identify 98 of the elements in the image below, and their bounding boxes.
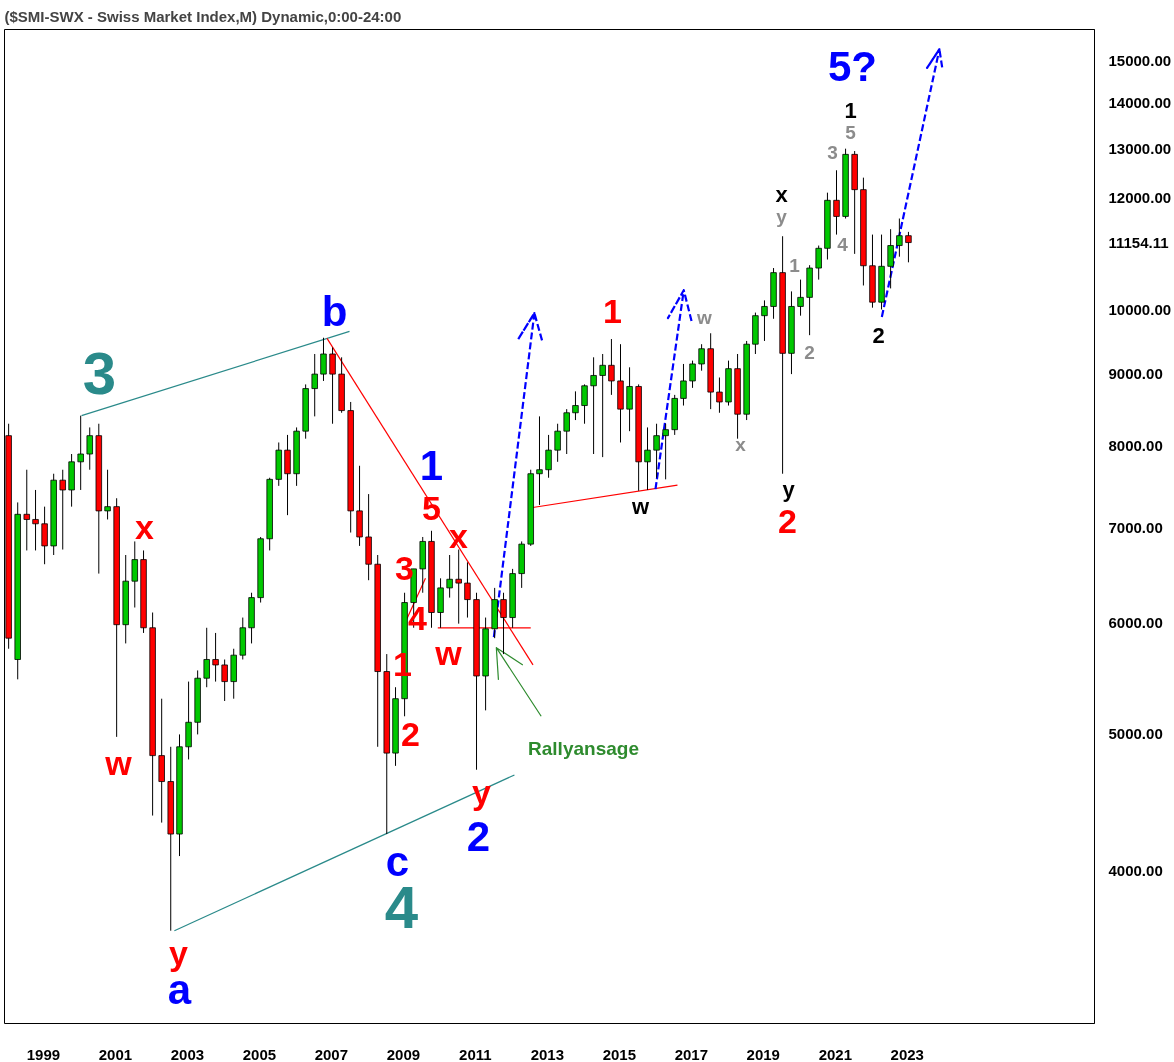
- line-series: [880, 48, 944, 319]
- candlestick: [446, 554, 453, 599]
- y-tick-label: 10000.00: [1108, 300, 1172, 318]
- y-tick-label: 5000.00: [1108, 725, 1163, 743]
- line-series: [495, 647, 542, 717]
- annotation: 3: [395, 549, 414, 588]
- annotation: w: [434, 634, 463, 673]
- candlestick: [689, 360, 696, 389]
- candlestick: [131, 540, 138, 609]
- annotation: 2: [778, 502, 797, 541]
- candlestick: [644, 426, 651, 491]
- y-tick-label: 15000.00: [1108, 51, 1172, 69]
- annotation: w: [630, 494, 650, 520]
- y-tick-label: 6000.00: [1108, 613, 1163, 631]
- candlestick: [797, 279, 804, 317]
- annotation: 3: [82, 340, 117, 408]
- y-tick-label: 13000.00: [1108, 139, 1172, 157]
- x-tick-label: 2011: [459, 1045, 492, 1062]
- annotation: 2: [401, 714, 420, 753]
- candlestick: [23, 469, 30, 551]
- annotation: b: [321, 288, 348, 336]
- annotation: 5?: [827, 43, 878, 91]
- candlestick: [77, 415, 84, 491]
- annotation: w: [104, 743, 133, 782]
- candlestick: [284, 434, 291, 516]
- chart-title: ($SMI-SWX - Swiss Market Index,M) Dynamic,0:00-24:00: [4, 7, 402, 25]
- candlestick: [536, 415, 543, 506]
- x-tick-label: 2007: [314, 1045, 349, 1062]
- annotation: Rallyansage: [528, 738, 639, 760]
- y-tick-label: 11154.11: [1108, 233, 1169, 251]
- annotation: 3: [827, 142, 838, 164]
- y-tick-label: 8000.00: [1108, 437, 1163, 455]
- candlestick: [833, 169, 840, 236]
- annotation: 1: [419, 441, 444, 489]
- candlestick: [221, 658, 228, 702]
- candlestick: [626, 366, 633, 432]
- candlestick: [662, 423, 669, 480]
- x-tick-label: 2021: [818, 1045, 853, 1062]
- candlestick: [41, 506, 48, 565]
- candlestick: [599, 353, 606, 458]
- candlestick: [563, 408, 570, 455]
- candlestick: [653, 423, 660, 479]
- candlestick: [464, 561, 471, 619]
- y-tick-label: 12000.00: [1108, 188, 1172, 206]
- candlestick: [905, 231, 912, 263]
- annotation: 4: [837, 233, 849, 255]
- line-series: [492, 312, 544, 639]
- x-tick-label: 2019: [746, 1045, 780, 1062]
- candlestick: [104, 469, 111, 520]
- x-tick-label: 2013: [530, 1045, 565, 1062]
- line-series: [654, 289, 693, 491]
- annotation: 5: [845, 122, 857, 144]
- x-tick-label: 2003: [170, 1045, 205, 1062]
- x-tick-label: 1999: [26, 1045, 61, 1062]
- candlestick: [32, 489, 39, 551]
- y-tick-label: 14000.00: [1108, 94, 1172, 112]
- annotation: x: [735, 434, 747, 456]
- candlestick: [59, 469, 66, 551]
- y-tick-label: 9000.00: [1108, 365, 1163, 383]
- candlestick: [320, 337, 327, 382]
- candlestick: [572, 390, 579, 421]
- candlestick: [203, 627, 210, 688]
- candlestick: [581, 383, 588, 425]
- annotation: 1: [603, 292, 622, 331]
- annotation: x: [135, 507, 155, 546]
- annotation: x: [775, 182, 789, 208]
- x-tick-label: 2023: [890, 1045, 924, 1062]
- y-tick-label: 7000.00: [1108, 519, 1163, 537]
- candlestick: [680, 363, 687, 407]
- candlestick: [716, 377, 723, 414]
- x-tick-label: 2009: [386, 1045, 421, 1062]
- x-tick-label: 2001: [98, 1045, 133, 1062]
- annotation: y: [776, 205, 788, 227]
- candlestick: [311, 353, 318, 417]
- candlestick: [698, 343, 705, 372]
- annotation: y: [782, 476, 796, 502]
- candlestick: [86, 426, 93, 471]
- candlestick: [887, 228, 894, 289]
- candlestick: [212, 632, 219, 683]
- candlestick: [329, 346, 336, 425]
- candlestick: [896, 218, 903, 258]
- candlestick: [815, 245, 822, 281]
- y-tick-label: 4000.00: [1108, 862, 1163, 880]
- x-tick-label: 2005: [242, 1045, 277, 1062]
- candlestick: [554, 423, 561, 463]
- annotation: 2: [872, 323, 885, 349]
- candlestick: [608, 338, 615, 396]
- annotation: 2: [804, 341, 815, 363]
- x-tick-label: 2015: [602, 1045, 637, 1062]
- x-tick-label: 2017: [674, 1045, 709, 1062]
- candlestick: [590, 356, 597, 455]
- candlestick: [455, 549, 462, 625]
- annotation: 1: [789, 255, 801, 277]
- annotation: 1: [844, 97, 857, 123]
- candlestick: [545, 434, 552, 479]
- annotation: 2: [466, 813, 491, 861]
- annotation: w: [696, 307, 713, 329]
- candlestick: [761, 299, 768, 342]
